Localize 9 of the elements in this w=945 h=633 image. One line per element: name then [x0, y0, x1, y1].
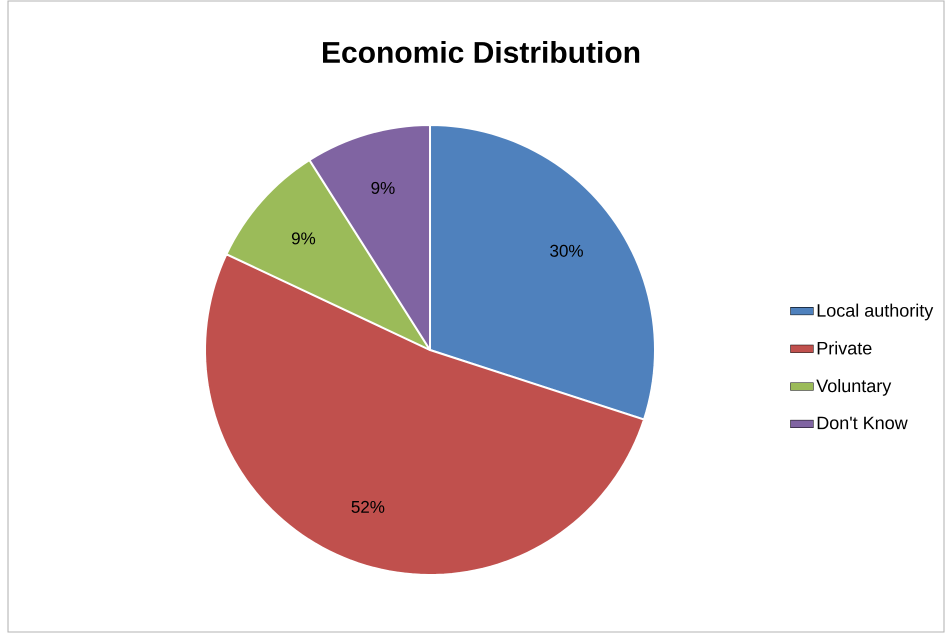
data-label: 30%	[550, 244, 583, 257]
legend-label: Don't Know	[818, 416, 908, 430]
data-label: 52%	[352, 500, 384, 513]
legend-label: Voluntary	[816, 379, 892, 396]
data-label: 9%	[371, 182, 395, 194]
legend-label: Private	[818, 341, 872, 355]
data-label: 9%	[292, 232, 316, 244]
chart-title: Economic Distribution	[323, 40, 640, 64]
legend-label: Local authority	[818, 304, 934, 320]
